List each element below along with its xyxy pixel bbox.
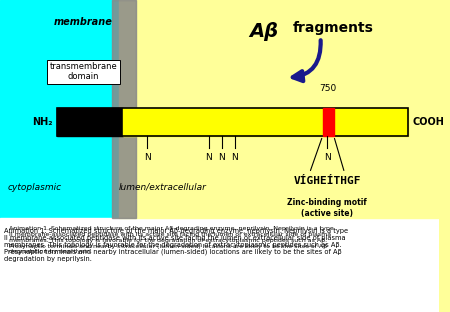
Bar bbox=[123, 108, 408, 136]
Text: cytoplasmic: cytoplasmic bbox=[8, 183, 62, 192]
Text: N: N bbox=[144, 153, 150, 162]
Text: Aβ: Aβ bbox=[249, 22, 278, 41]
Text: N: N bbox=[231, 153, 238, 162]
Text: N: N bbox=[218, 153, 225, 162]
Bar bbox=[0, 218, 439, 312]
Text: N: N bbox=[324, 153, 330, 162]
Bar bbox=[0, 0, 118, 218]
Bar bbox=[112, 0, 136, 218]
FancyArrowPatch shape bbox=[293, 40, 321, 81]
Text: Animation 1. Schematized structure of the major Aβ-degrading enzyme, neprilysin.: Animation 1. Schematized structure of th… bbox=[9, 226, 333, 254]
Text: membrane: membrane bbox=[54, 17, 113, 27]
Bar bbox=[118, 0, 439, 218]
Text: Zinc-binding motif
(active site): Zinc-binding motif (active site) bbox=[287, 198, 367, 217]
Text: N: N bbox=[205, 153, 212, 162]
Text: COOH: COOH bbox=[413, 117, 445, 127]
Text: fragments: fragments bbox=[293, 21, 374, 35]
Text: lumen/extracellular: lumen/extracellular bbox=[118, 183, 207, 192]
Bar bbox=[57, 108, 123, 136]
Text: transmembrane
domain: transmembrane domain bbox=[50, 62, 117, 81]
Text: 750: 750 bbox=[320, 85, 337, 93]
Text: Animation 1. Schematized structure of the major Aβ-degrading enzyme, neprilysin.: Animation 1. Schematized structure of th… bbox=[4, 228, 348, 262]
Text: VÍGHEÍTHGF: VÍGHEÍTHGF bbox=[293, 176, 361, 186]
Bar bbox=[57, 108, 408, 136]
Bar bbox=[323, 108, 334, 136]
Text: NH₂: NH₂ bbox=[32, 117, 53, 127]
